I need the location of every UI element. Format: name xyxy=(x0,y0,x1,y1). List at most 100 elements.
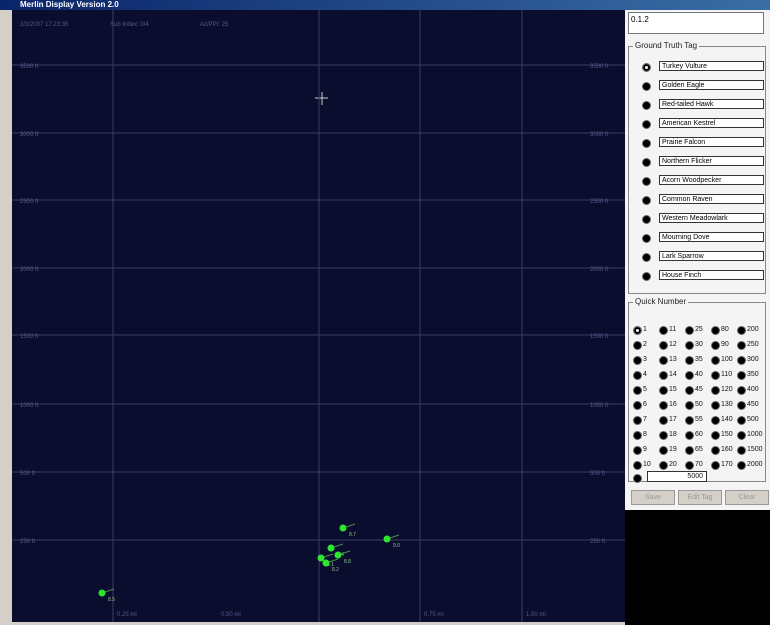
radio-button[interactable] xyxy=(685,386,694,395)
radio-button[interactable] xyxy=(737,431,746,440)
radio-button[interactable] xyxy=(659,386,668,395)
radio-button[interactable] xyxy=(642,120,651,129)
species-option[interactable]: Golden Eagle xyxy=(639,80,764,92)
radio-button[interactable] xyxy=(659,356,668,365)
status-text: 3/3/2007 17:23:35 xyxy=(20,22,69,28)
y-label: 2000 ft xyxy=(20,267,39,273)
species-option[interactable]: Acorn Woodpecker xyxy=(639,175,764,187)
quick-number-label: 90 xyxy=(721,341,729,348)
y-label: 1500 ft xyxy=(590,334,609,340)
radio-button[interactable] xyxy=(659,401,668,410)
button[interactable]: Clear xyxy=(725,490,769,505)
radio-button[interactable] xyxy=(633,371,642,380)
quick-number-label: 500 xyxy=(747,416,759,423)
target xyxy=(339,524,347,532)
radio-button[interactable] xyxy=(711,371,720,380)
radio-button[interactable] xyxy=(737,326,746,335)
species-option[interactable]: Turkey Vulture xyxy=(639,61,764,73)
radio-button[interactable] xyxy=(642,253,651,262)
quick-number-label: 1500 xyxy=(747,446,763,453)
radio-button[interactable] xyxy=(642,82,651,91)
radio-button[interactable] xyxy=(633,356,642,365)
radio-button[interactable] xyxy=(633,431,642,440)
radio-button[interactable] xyxy=(633,474,642,483)
radio-button[interactable] xyxy=(711,416,720,425)
radio-button[interactable] xyxy=(659,341,668,350)
radio-button[interactable] xyxy=(711,446,720,455)
species-option[interactable]: Common Raven xyxy=(639,194,764,206)
radio-button[interactable] xyxy=(642,63,651,72)
title-bar: Merlin Display Version 2.0 xyxy=(0,0,770,10)
radio-button[interactable] xyxy=(685,461,694,470)
radio-button[interactable] xyxy=(711,461,720,470)
radio-button[interactable] xyxy=(633,461,642,470)
radio-button[interactable] xyxy=(642,139,651,148)
radio-button[interactable] xyxy=(685,326,694,335)
radio-button[interactable] xyxy=(685,416,694,425)
radio-button[interactable] xyxy=(642,158,651,167)
button[interactable]: Edit Tag xyxy=(678,490,722,505)
radio-button[interactable] xyxy=(659,446,668,455)
radio-button[interactable] xyxy=(642,196,651,205)
species-option[interactable]: Red-tailed Hawk xyxy=(639,99,764,111)
radio-button[interactable] xyxy=(737,416,746,425)
radio-button[interactable] xyxy=(737,461,746,470)
radio-button[interactable] xyxy=(711,431,720,440)
quick-number-label: 19 xyxy=(669,446,677,453)
radio-button[interactable] xyxy=(633,386,642,395)
species-option[interactable]: House Finch xyxy=(639,270,764,282)
species-option[interactable]: Mourning Dove xyxy=(639,232,764,244)
y-label: 2500 ft xyxy=(590,199,609,205)
radio-button[interactable] xyxy=(659,326,668,335)
quick-number-label: 45 xyxy=(695,386,703,393)
quick-number-label: 10 xyxy=(643,461,651,468)
radio-button[interactable] xyxy=(685,401,694,410)
radio-button[interactable] xyxy=(642,234,651,243)
radio-button[interactable] xyxy=(633,401,642,410)
quick-number-label: 350 xyxy=(747,371,759,378)
species-option[interactable]: Western Meadowlark xyxy=(639,213,764,225)
radio-button[interactable] xyxy=(737,356,746,365)
quick-number-label: 2 xyxy=(643,341,647,348)
custom-number[interactable]: 5000 xyxy=(647,471,707,482)
radio-button[interactable] xyxy=(685,371,694,380)
radio-button[interactable] xyxy=(737,371,746,380)
radio-button[interactable] xyxy=(737,401,746,410)
radio-button[interactable] xyxy=(737,446,746,455)
radio-button[interactable] xyxy=(659,461,668,470)
radio-button[interactable] xyxy=(711,341,720,350)
radio-button[interactable] xyxy=(737,386,746,395)
quick-number-label: 12 xyxy=(669,341,677,348)
quick-number-label: 170 xyxy=(721,461,733,468)
radio-button[interactable] xyxy=(711,401,720,410)
species-option[interactable]: Lark Sparrow xyxy=(639,251,764,263)
radio-button[interactable] xyxy=(642,177,651,186)
x-label: 0.75 mi xyxy=(424,612,444,618)
radio-button[interactable] xyxy=(659,431,668,440)
radio-button[interactable] xyxy=(685,356,694,365)
species-option[interactable]: Prairie Falcon xyxy=(639,137,764,149)
radio-button[interactable] xyxy=(685,431,694,440)
radio-button[interactable] xyxy=(711,356,720,365)
radio-button[interactable] xyxy=(711,326,720,335)
button[interactable]: Save xyxy=(631,490,675,505)
quick-number-label: 1000 xyxy=(747,431,763,438)
radio-button[interactable] xyxy=(633,416,642,425)
radio-button[interactable] xyxy=(659,416,668,425)
radio-button[interactable] xyxy=(711,386,720,395)
radio-button[interactable] xyxy=(633,341,642,350)
quick-number-label: 160 xyxy=(721,446,733,453)
species-option[interactable]: Northern Flicker xyxy=(639,156,764,168)
radio-button[interactable] xyxy=(685,341,694,350)
id-box[interactable]: 0.1.2 xyxy=(628,12,764,34)
y-label: 250 ft xyxy=(20,539,35,545)
radio-button[interactable] xyxy=(659,371,668,380)
radio-button[interactable] xyxy=(642,101,651,110)
radio-button[interactable] xyxy=(737,341,746,350)
species-option[interactable]: American Kestrel xyxy=(639,118,764,130)
radio-button[interactable] xyxy=(642,215,651,224)
radio-button[interactable] xyxy=(685,446,694,455)
radio-button[interactable] xyxy=(642,272,651,281)
radio-button[interactable] xyxy=(633,326,642,335)
radio-button[interactable] xyxy=(633,446,642,455)
